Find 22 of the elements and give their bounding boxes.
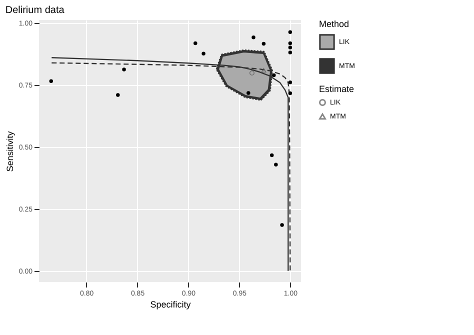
point (288, 80, 292, 84)
x-axis-title: Specificity (150, 300, 192, 310)
point (49, 79, 54, 84)
legend-title: Method (319, 19, 350, 29)
point (116, 93, 120, 97)
point (270, 153, 274, 158)
point (288, 30, 292, 34)
point (274, 162, 278, 166)
text: Estimate (319, 84, 354, 94)
point (288, 91, 292, 96)
point (280, 223, 284, 227)
point (202, 52, 206, 56)
chart-title: Delirium data (5, 5, 65, 16)
point (252, 35, 256, 40)
point (288, 41, 292, 46)
point (122, 68, 126, 72)
point (288, 50, 292, 54)
point (262, 42, 266, 46)
point (194, 41, 198, 46)
point (288, 46, 292, 50)
point (272, 73, 276, 78)
y-axis-title: Sensitivity (4, 130, 15, 172)
